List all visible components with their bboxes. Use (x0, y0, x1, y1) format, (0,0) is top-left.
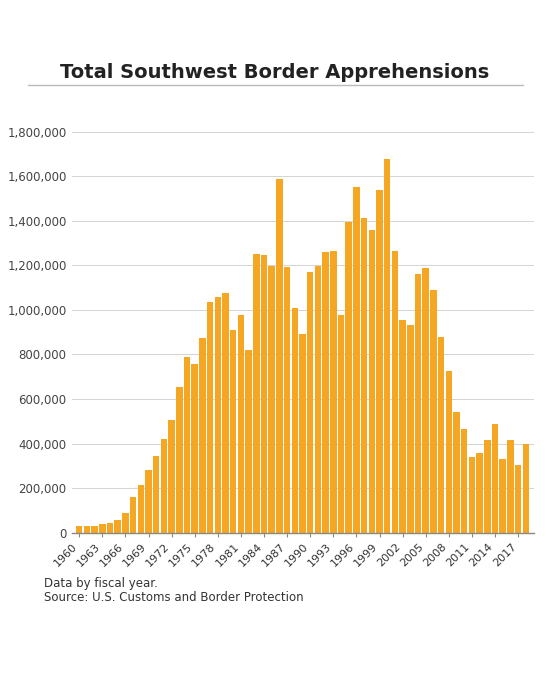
Bar (376, 190, 383, 533)
Bar (76, 526, 82, 533)
Bar (114, 520, 121, 533)
Bar (107, 523, 113, 533)
Bar (515, 465, 521, 533)
Bar (322, 252, 329, 533)
Bar (345, 222, 352, 533)
Bar (461, 430, 468, 533)
Bar (407, 325, 414, 533)
Bar (430, 290, 437, 533)
Bar (138, 486, 144, 533)
Bar (476, 453, 483, 533)
Bar (122, 513, 129, 533)
Bar (261, 255, 267, 533)
Bar (315, 266, 321, 533)
Bar (507, 440, 514, 533)
Bar (399, 320, 406, 533)
Bar (84, 526, 90, 533)
Bar (499, 459, 506, 533)
Bar (199, 337, 206, 533)
Bar (292, 308, 298, 533)
Bar (153, 456, 159, 533)
Bar (222, 293, 229, 533)
Bar (145, 469, 152, 533)
Text: Data by fiscal year.: Data by fiscal year. (44, 577, 158, 590)
Bar (368, 230, 375, 533)
Bar (361, 218, 367, 533)
Bar (253, 254, 260, 533)
Bar (268, 266, 275, 533)
Bar (184, 357, 190, 533)
Bar (207, 303, 213, 533)
Bar (484, 441, 491, 533)
Bar (284, 268, 290, 533)
Bar (338, 315, 344, 533)
Bar (245, 350, 252, 533)
Bar (230, 330, 236, 533)
Bar (161, 439, 167, 533)
Bar (91, 526, 98, 533)
Bar (492, 424, 498, 533)
Bar (384, 159, 390, 533)
Bar (168, 420, 175, 533)
Bar (469, 457, 475, 533)
Bar (330, 251, 337, 533)
Bar (238, 316, 244, 533)
Bar (130, 497, 136, 533)
Bar (176, 387, 183, 533)
Bar (307, 272, 314, 533)
Bar (214, 297, 221, 533)
Bar (453, 413, 460, 533)
Bar (99, 524, 106, 533)
Bar (276, 179, 283, 533)
Bar (299, 334, 306, 533)
Bar (438, 337, 444, 533)
Bar (422, 268, 429, 533)
Bar (522, 445, 529, 533)
Bar (191, 364, 198, 533)
Text: Total Southwest Border Apprehensions: Total Southwest Border Apprehensions (60, 63, 490, 82)
Bar (446, 372, 452, 533)
Bar (392, 251, 398, 533)
Text: Source: U.S. Customs and Border Protection: Source: U.S. Customs and Border Protecti… (44, 591, 304, 604)
Bar (415, 274, 421, 533)
Bar (353, 187, 360, 533)
